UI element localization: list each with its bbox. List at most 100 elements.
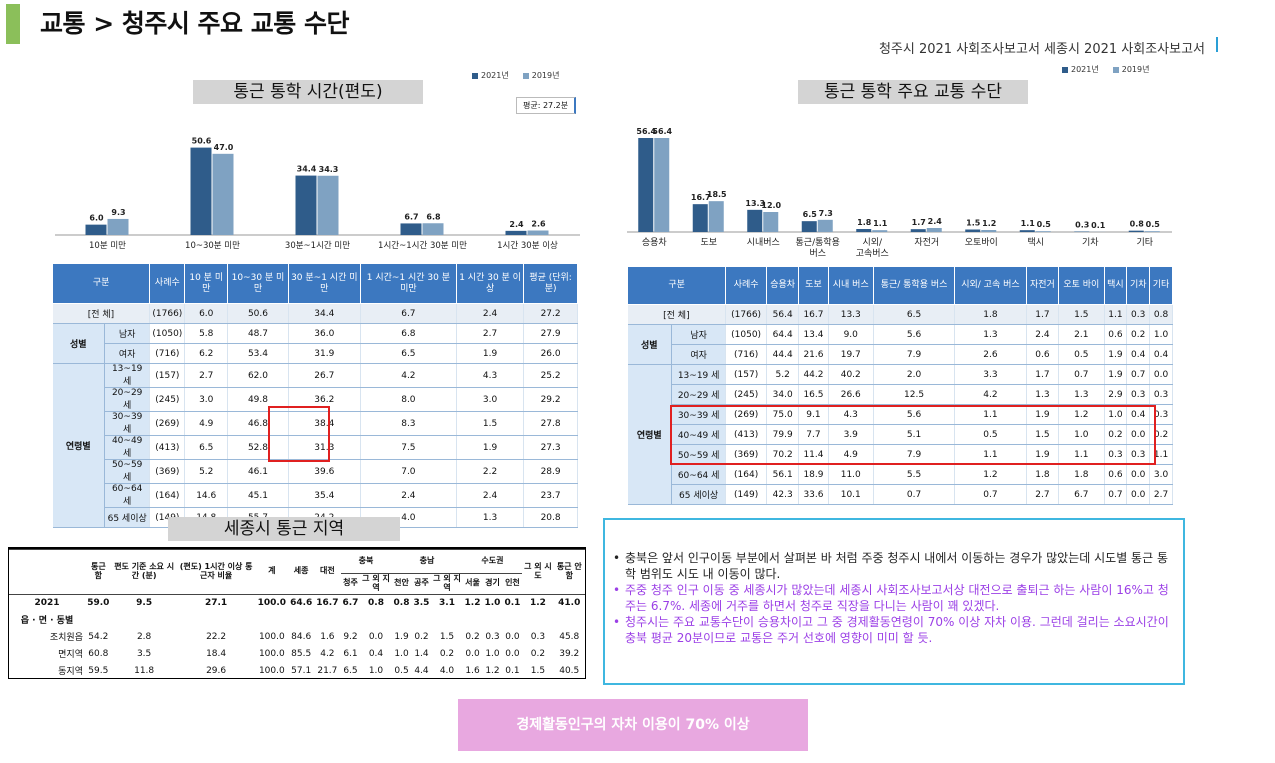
table-cell: 4.2 <box>954 384 1027 405</box>
sejong-caption: 세종시 통근 지역 <box>168 517 400 541</box>
column-header: 승용차 <box>765 266 800 305</box>
table-cell: 2.4 <box>456 303 525 324</box>
data-label: 18.5 <box>707 190 727 199</box>
table-cell: 0.8 <box>360 593 392 612</box>
table-cell: 21.6 <box>798 344 829 365</box>
table-cell: 9.2 <box>343 631 358 642</box>
table-cell: 5.2 <box>766 364 800 385</box>
table-row: [전 체] (1766) 56.4 16.7 13.3 6.5 1.8 1.7 1.5 1.1 0.… <box>627 304 1173 325</box>
table-cell: 2021 <box>9 593 85 612</box>
table-cell: 동지역 <box>58 667 83 678</box>
data-label: 16.7 <box>691 193 711 202</box>
table-cell: 9.1 <box>798 404 829 425</box>
category-label: 시내버스 <box>747 237 780 248</box>
table-row: 60~64 세 (164) 14.6 45.1 35.4 2.4 2.4 23.7 <box>53 483 578 508</box>
table-cell: 여자 <box>671 344 727 365</box>
bar <box>1035 231 1051 232</box>
table-cell: 1.0 <box>482 593 503 612</box>
table-cell: 18.4 <box>206 648 227 659</box>
table-cell: 1.8 <box>954 304 1027 325</box>
table-cell: 1.6 <box>465 665 480 676</box>
table-cell: 0.6 <box>1104 464 1128 485</box>
table-cell: (157) <box>149 363 186 388</box>
table-cell: 1.9 <box>1104 344 1128 365</box>
table-cell: 1.8 <box>1026 464 1060 485</box>
table-cell: (157) <box>725 364 767 385</box>
table-cell: 11.0 <box>828 464 874 485</box>
table-cell: (716) <box>725 344 767 365</box>
table-cell: 44.4 <box>766 344 800 365</box>
table-cell: 50.6 <box>227 303 289 324</box>
table-cell: 54.2 <box>88 631 109 642</box>
bar <box>856 229 872 232</box>
source-text: 청주시 2021 사회조사보고서 세종시 2021 사회조사보고서 <box>878 42 1205 57</box>
table-cell: 1.5 <box>1058 304 1105 325</box>
data-label: 34.3 <box>319 165 339 174</box>
bar <box>527 230 549 235</box>
table-row: 면지역 60.8 3.5 18.4 100.0 85.5 4.2 6.1 0.4 1.0 1.4 0.… <box>9 645 585 662</box>
data-label: 1.7 <box>912 218 926 227</box>
table-cell: 1.2 <box>485 665 500 676</box>
column-header: 1 시간 30 분 이상 <box>456 263 525 304</box>
table-cell: 20.8 <box>523 507 578 528</box>
column-header: 통근 안함 <box>553 549 585 595</box>
table-cell: 84.6 <box>291 631 312 642</box>
bar <box>1128 230 1144 232</box>
group-label: 성별 <box>627 324 672 365</box>
page-title: 교통 > 청주시 주요 교통 수단 <box>40 9 349 38</box>
table-cell: 38.4 <box>288 411 361 436</box>
table-cell: 1.2 <box>522 593 554 612</box>
commute-time-chart: 6.0 9.3 10분 미만 50.647.0 10~30분 미만 34.4 34.3 30분… <box>55 137 580 251</box>
category-label: 고속버스 <box>856 248 889 259</box>
table-cell: 2.8 <box>136 631 152 642</box>
table-cell: 3.5 <box>136 648 152 659</box>
table-cell: 16.7 <box>314 593 341 612</box>
table-cell <box>502 611 522 628</box>
table-cell: 75.0 <box>766 404 800 425</box>
table-cell: 6.2 <box>184 343 229 364</box>
table-cell: 46.1 <box>227 459 289 484</box>
column-header: 오토 바이 <box>1058 266 1105 305</box>
group-label: 연령별 <box>52 363 105 528</box>
table-cell: 3.3 <box>954 364 1027 385</box>
commute-time-caption: 통근 통학 시간(편도) <box>193 80 423 104</box>
table-cell: 3.9 <box>828 424 874 445</box>
bar <box>817 219 833 232</box>
table-cell <box>314 611 340 628</box>
data-label: 56.4 <box>652 127 672 136</box>
table-cell: 0.0 <box>1126 424 1151 445</box>
data-label: 0.8 <box>1130 220 1145 229</box>
table-cell: 2.9 <box>1104 384 1128 405</box>
table-cell: 3.0 <box>1149 464 1173 485</box>
table-cell: 5.6 <box>873 404 956 425</box>
table-cell: 1.0 <box>1058 424 1105 445</box>
table-cell: 6.7 <box>1058 484 1105 505</box>
table-row: 50~59 세 (369) 5.2 46.1 39.6 7.0 2.2 28.9 <box>53 459 578 484</box>
table-cell: 0.0 <box>505 648 520 659</box>
table-cell: 48.7 <box>227 323 289 344</box>
table-cell: (149) <box>725 484 767 505</box>
bar <box>654 138 670 232</box>
table-cell: 0.1 <box>505 665 520 676</box>
data-label: 9.3 <box>111 208 125 217</box>
table-cell <box>177 611 256 628</box>
table-cell <box>412 611 432 628</box>
table-cell: 남자 <box>671 324 727 345</box>
table-cell: 6.7 <box>340 593 361 612</box>
data-label: 13.3 <box>745 199 765 208</box>
bar <box>505 230 527 235</box>
table-cell: 13~19 세 <box>104 363 151 388</box>
column-header: 사례수 <box>149 263 186 304</box>
table-row: 30~39 세 (269) 75.0 9.1 4.3 5.6 1.1 1.9 1.2 1.0 0.4… <box>628 404 1173 425</box>
note-item: 주중 청주 인구 이동 중 세종시가 많았는데 세종시 사회조사보고서상 대전으… <box>613 582 1175 614</box>
table-cell: 36.0 <box>288 323 361 344</box>
column-header: 통근/ 통학용 버스 <box>872 266 956 305</box>
table-cell: 100.0 <box>258 665 285 676</box>
table-cell: 20~29 세 <box>671 384 727 405</box>
column-header: 도보 <box>798 266 829 305</box>
table-cell: 26.6 <box>828 384 874 405</box>
column-group-header: 수도권 <box>462 549 523 574</box>
table-cell: 5.6 <box>873 324 956 345</box>
table-cell: 79.9 <box>766 424 800 445</box>
table-cell: 8.0 <box>360 387 458 412</box>
